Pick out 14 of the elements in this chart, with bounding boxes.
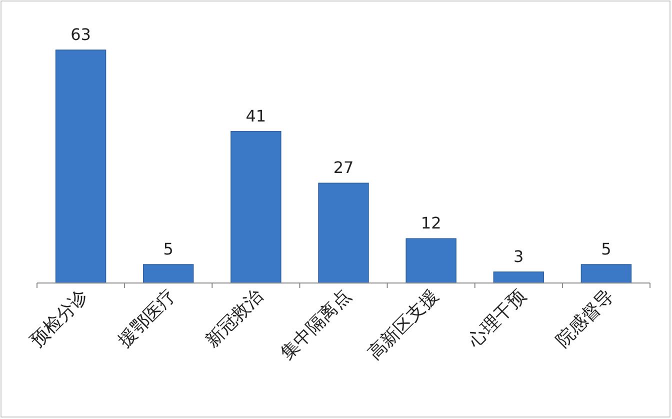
data-label: 3 [514, 246, 524, 266]
x-tick-label: 高新区支援 [364, 286, 443, 364]
x-tick-label: 院感督导 [552, 286, 618, 352]
x-tick-label: 援鄂医疗 [114, 286, 180, 352]
x-tick-label: 新冠救治 [202, 286, 268, 352]
x-tick-label: 心理干预 [464, 286, 530, 352]
data-label: 27 [333, 158, 354, 178]
data-label: 5 [601, 240, 612, 259]
data-label: 12 [420, 214, 442, 233]
data-label: 41 [246, 106, 266, 126]
data-label: 5 [163, 240, 174, 259]
data-label: 63 [70, 25, 91, 44]
x-tick-label: 集中隔离点 [276, 286, 356, 364]
x-tick-label: 预检分诊 [26, 286, 92, 352]
